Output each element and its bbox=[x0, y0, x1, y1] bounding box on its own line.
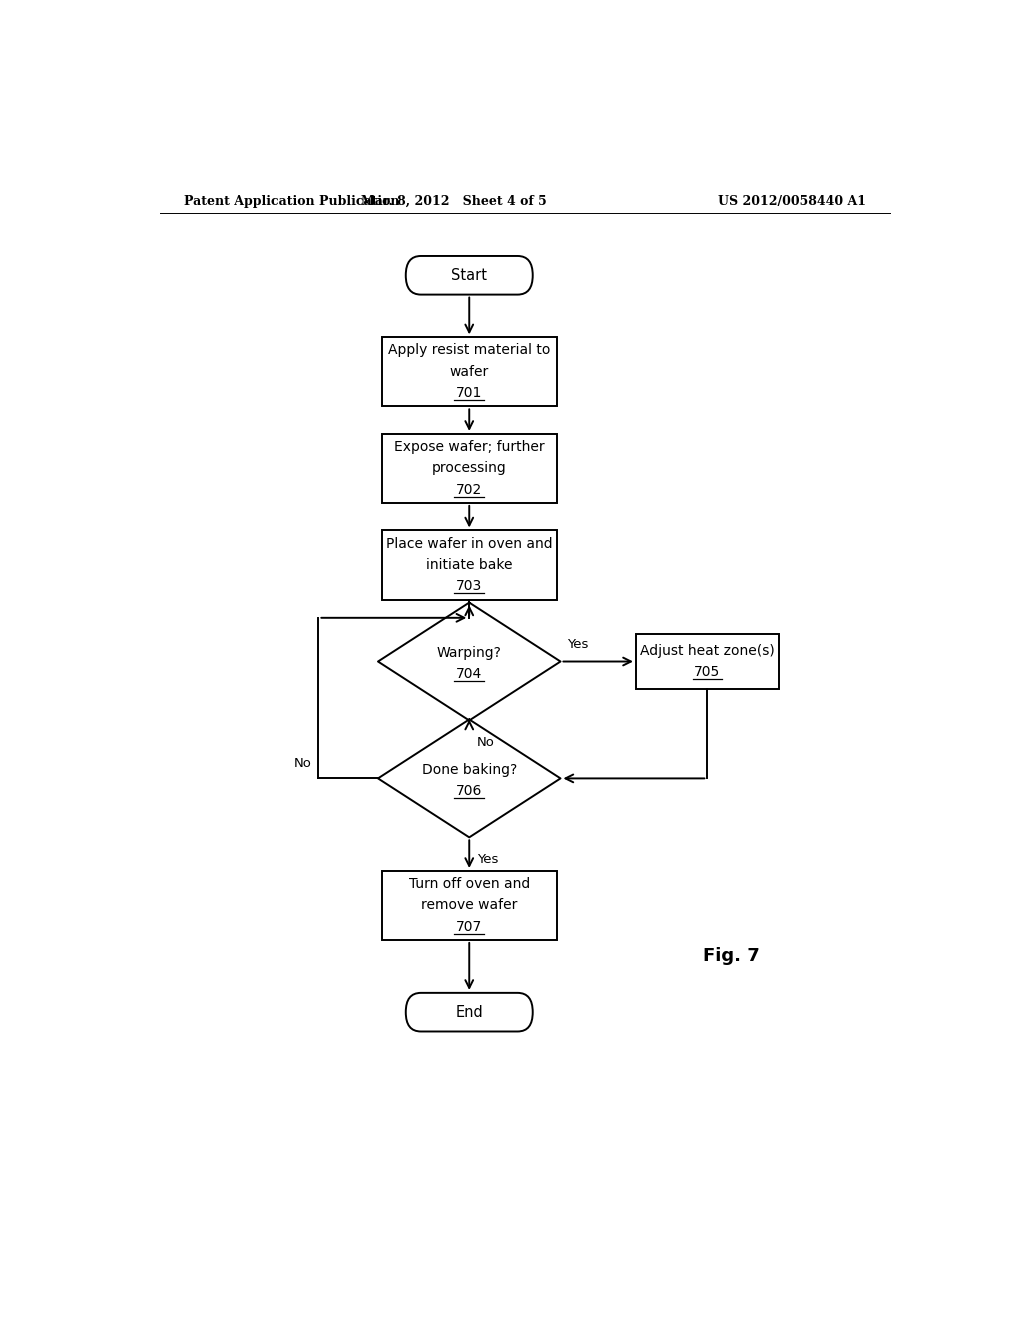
Text: No: No bbox=[477, 735, 495, 748]
Text: Mar. 8, 2012   Sheet 4 of 5: Mar. 8, 2012 Sheet 4 of 5 bbox=[360, 194, 546, 207]
Text: processing: processing bbox=[432, 462, 507, 475]
Text: initiate bake: initiate bake bbox=[426, 558, 512, 572]
Text: Adjust heat zone(s): Adjust heat zone(s) bbox=[640, 644, 775, 657]
Text: Done baking?: Done baking? bbox=[422, 763, 517, 777]
Text: wafer: wafer bbox=[450, 364, 488, 379]
Text: 703: 703 bbox=[456, 579, 482, 593]
Text: Yes: Yes bbox=[567, 639, 588, 651]
Text: Turn off oven and: Turn off oven and bbox=[409, 876, 529, 891]
Text: Expose wafer; further: Expose wafer; further bbox=[394, 440, 545, 454]
FancyBboxPatch shape bbox=[406, 256, 532, 294]
Text: Apply resist material to: Apply resist material to bbox=[388, 343, 551, 358]
Bar bbox=[636, 634, 779, 689]
FancyBboxPatch shape bbox=[406, 993, 532, 1031]
Text: Warping?: Warping? bbox=[437, 647, 502, 660]
Text: 702: 702 bbox=[456, 483, 482, 496]
Text: Start: Start bbox=[452, 268, 487, 282]
Text: remove wafer: remove wafer bbox=[421, 899, 517, 912]
Text: 704: 704 bbox=[456, 667, 482, 681]
Text: Place wafer in oven and: Place wafer in oven and bbox=[386, 537, 553, 550]
Bar bbox=[382, 871, 557, 940]
Bar bbox=[382, 338, 557, 407]
Text: Patent Application Publication: Patent Application Publication bbox=[183, 194, 399, 207]
Text: End: End bbox=[456, 1005, 483, 1019]
Text: 706: 706 bbox=[456, 784, 482, 797]
Text: 701: 701 bbox=[456, 387, 482, 400]
Bar bbox=[382, 531, 557, 599]
Bar bbox=[382, 434, 557, 503]
Text: US 2012/0058440 A1: US 2012/0058440 A1 bbox=[718, 194, 866, 207]
Text: 705: 705 bbox=[694, 665, 721, 680]
Text: No: No bbox=[294, 758, 312, 771]
Text: 707: 707 bbox=[456, 920, 482, 933]
Text: Yes: Yes bbox=[477, 853, 499, 866]
Text: Fig. 7: Fig. 7 bbox=[703, 948, 760, 965]
